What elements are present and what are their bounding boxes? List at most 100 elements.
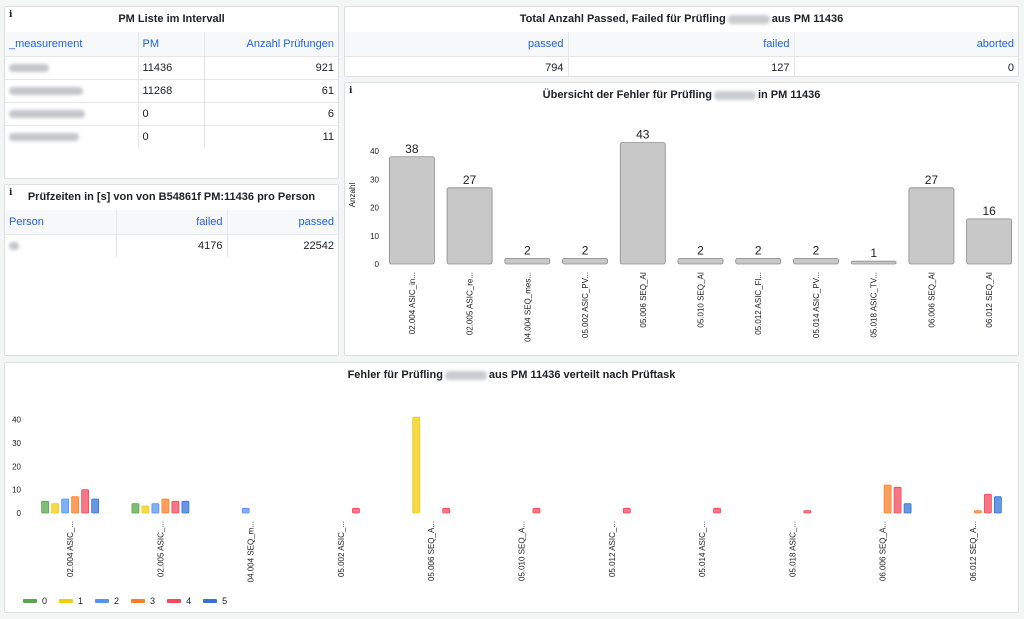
tasks-grouped-bar-chart: 0 10 20 30 40 02.004 ASIC_... 02.005 ASIC_... 0… bbox=[12, 416, 1002, 582]
info-icon[interactable]: i bbox=[9, 10, 13, 20]
column-header-count[interactable]: Anzahl Prüfungen bbox=[204, 32, 338, 56]
x-tick-label: 05.002 ASIC_... bbox=[337, 521, 346, 577]
panel-title: Fehler für Prüfling aus PM 11436 verteilt… bbox=[5, 363, 1018, 387]
bar-value-label: 38 bbox=[405, 142, 419, 156]
bar[interactable] bbox=[81, 489, 90, 514]
column-header-measurement[interactable]: _measurement bbox=[5, 32, 139, 56]
bar[interactable] bbox=[966, 218, 1013, 265]
bar-value-label: 27 bbox=[925, 173, 939, 187]
column-header-passed[interactable]: passed bbox=[345, 32, 569, 56]
legend-item[interactable]: 4 bbox=[167, 596, 191, 606]
bar[interactable] bbox=[735, 257, 782, 265]
passed-cell: 22542 bbox=[227, 233, 338, 257]
bar[interactable] bbox=[973, 510, 982, 514]
bar-value-label: 2 bbox=[755, 243, 762, 257]
times-table: Person failed passed 4176 22542 bbox=[5, 210, 338, 257]
bar[interactable] bbox=[504, 257, 551, 265]
info-icon[interactable]: i bbox=[9, 188, 13, 198]
measurement-cell bbox=[5, 55, 139, 79]
measurement-cell bbox=[5, 101, 139, 125]
legend-item[interactable]: 0 bbox=[23, 596, 47, 606]
info-icon[interactable]: i bbox=[349, 86, 353, 96]
bar[interactable] bbox=[131, 503, 140, 514]
x-tick-label: 06.006 SEQ_AI bbox=[927, 272, 936, 328]
table-row: 0 6 bbox=[5, 101, 338, 125]
bar[interactable] bbox=[793, 257, 839, 265]
bar[interactable] bbox=[181, 500, 190, 514]
count-cell: 61 bbox=[204, 78, 338, 102]
bar[interactable] bbox=[803, 510, 812, 514]
bar[interactable] bbox=[171, 500, 180, 514]
panel-title: Prüfzeiten in [s] von von B54861f PM:114… bbox=[27, 191, 316, 203]
bar[interactable] bbox=[151, 503, 160, 514]
bar-value-label: 2 bbox=[697, 243, 704, 257]
bar[interactable] bbox=[388, 156, 435, 265]
pm-cell: 11268 bbox=[138, 78, 205, 102]
y-tick-label: 0 bbox=[375, 260, 380, 269]
table-row: 0 11 bbox=[5, 124, 338, 148]
y-tick-label: 10 bbox=[370, 232, 379, 241]
bar-value-label: 2 bbox=[524, 243, 531, 257]
bar[interactable] bbox=[893, 486, 902, 514]
bar[interactable] bbox=[908, 187, 955, 265]
x-tick-label: 05.010 SEQ_AI bbox=[697, 272, 706, 328]
bar[interactable] bbox=[442, 507, 451, 514]
legend-item[interactable]: 1 bbox=[59, 596, 83, 606]
bar[interactable] bbox=[983, 493, 992, 514]
bar[interactable] bbox=[71, 496, 80, 514]
bar[interactable] bbox=[622, 507, 631, 514]
legend-item[interactable]: 2 bbox=[95, 596, 119, 606]
x-tick-label: 02.004 ASIC_in... bbox=[408, 272, 417, 334]
bar[interactable] bbox=[61, 498, 70, 514]
y-tick-label: 40 bbox=[370, 147, 379, 156]
bar-value-label: 2 bbox=[813, 243, 820, 257]
bar[interactable] bbox=[619, 142, 666, 265]
x-tick-label: 02.005 ASIC_... bbox=[156, 521, 165, 577]
bar[interactable] bbox=[677, 257, 724, 265]
bar[interactable] bbox=[91, 498, 100, 514]
column-header-failed[interactable]: failed bbox=[116, 210, 228, 234]
bar[interactable] bbox=[903, 503, 912, 514]
bar[interactable] bbox=[532, 507, 541, 514]
count-cell: 6 bbox=[204, 101, 338, 125]
column-header-person[interactable]: Person bbox=[5, 210, 117, 234]
bar[interactable] bbox=[883, 484, 892, 514]
bar[interactable] bbox=[993, 496, 1002, 514]
column-header-pm[interactable]: PM bbox=[138, 32, 205, 56]
bar[interactable] bbox=[446, 187, 493, 265]
redacted-text bbox=[713, 90, 756, 100]
bar[interactable] bbox=[141, 505, 150, 514]
bar-value-label: 43 bbox=[636, 128, 650, 142]
failed-cell: 127 bbox=[568, 55, 795, 76]
bar[interactable] bbox=[241, 507, 250, 514]
bar[interactable] bbox=[562, 257, 608, 265]
legend-swatch bbox=[131, 599, 146, 603]
x-tick-label: 05.006 SEQ_AI bbox=[639, 272, 648, 328]
pm-list-table: _measurement PM Anzahl Prüfungen 11436 9… bbox=[5, 32, 338, 148]
failed-cell: 4176 bbox=[116, 233, 228, 257]
legend-item[interactable]: 3 bbox=[131, 596, 155, 606]
x-tick-label: 05.018 ASIC_TV... bbox=[870, 272, 879, 338]
errors-overview-panel: i Übersicht der Fehler für Prüfling in PM… bbox=[344, 82, 1019, 356]
column-header-failed[interactable]: failed bbox=[568, 32, 795, 56]
bar[interactable] bbox=[412, 416, 421, 514]
column-header-passed[interactable]: passed bbox=[227, 210, 338, 234]
legend-item[interactable]: 5 bbox=[203, 596, 227, 606]
x-tick-label: 05.006 SEQ_A... bbox=[427, 521, 436, 581]
aborted-cell: 0 bbox=[794, 55, 1018, 76]
passed-cell: 794 bbox=[345, 55, 569, 76]
column-header-aborted[interactable]: aborted bbox=[794, 32, 1018, 56]
legend-label: 5 bbox=[222, 596, 228, 606]
x-tick-label: 05.014 ASIC_PV... bbox=[812, 272, 821, 338]
bar[interactable] bbox=[41, 500, 50, 514]
title-prefix: Fehler für Prüfling bbox=[347, 369, 443, 381]
bar[interactable] bbox=[51, 503, 60, 514]
bar[interactable] bbox=[352, 507, 360, 514]
bar[interactable] bbox=[161, 498, 170, 514]
title-suffix: aus PM 11436 bbox=[771, 13, 844, 25]
title-prefix: Übersicht der Fehler für Prüfling bbox=[542, 89, 712, 101]
table-row: 11268 61 bbox=[5, 78, 338, 102]
bar[interactable] bbox=[850, 260, 897, 265]
y-tick-label: 0 bbox=[17, 509, 22, 518]
bar[interactable] bbox=[713, 507, 721, 514]
